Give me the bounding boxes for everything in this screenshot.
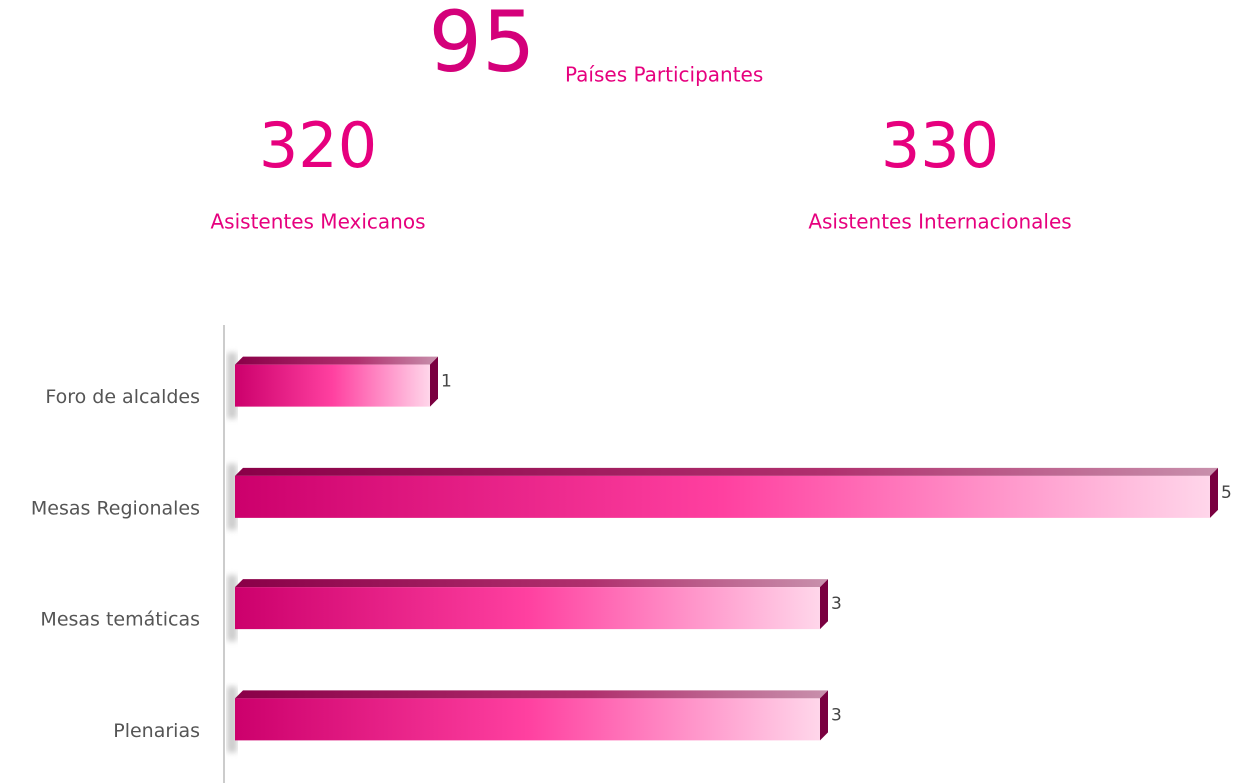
bar-top (235, 579, 828, 588)
category-label: Mesas Regionales (31, 497, 200, 519)
category-label: Mesas temáticas (40, 609, 200, 631)
stat-value: 95 (429, 0, 536, 91)
value-label: 3 (831, 594, 842, 614)
category-label: Foro de alcaldes (45, 386, 200, 408)
bar-top (235, 467, 1218, 476)
stat-label: Países Participantes (565, 63, 763, 87)
value-label: 1 (441, 372, 452, 392)
bar-top (235, 356, 438, 365)
bar-side (1210, 467, 1218, 518)
value-label: 3 (831, 705, 842, 725)
bar-shadow (227, 575, 237, 642)
stat-value: 330 (881, 109, 999, 182)
bar (235, 475, 1210, 518)
bar (235, 364, 430, 407)
value-label: 5 (1221, 483, 1232, 503)
bar-shadow (227, 686, 237, 753)
bar-side (430, 356, 438, 407)
stat-value: 320 (259, 109, 377, 182)
category-label: Plenarias (113, 720, 200, 742)
bar (235, 698, 820, 741)
stat-label: Asistentes Mexicanos (210, 210, 425, 234)
bar-side (820, 690, 828, 741)
bar-top (235, 690, 828, 699)
bar-shadow (227, 463, 237, 530)
stat-label: Asistentes Internacionales (808, 210, 1071, 234)
bar (235, 587, 820, 630)
bar-shadow (227, 352, 237, 419)
bar-side (820, 579, 828, 630)
